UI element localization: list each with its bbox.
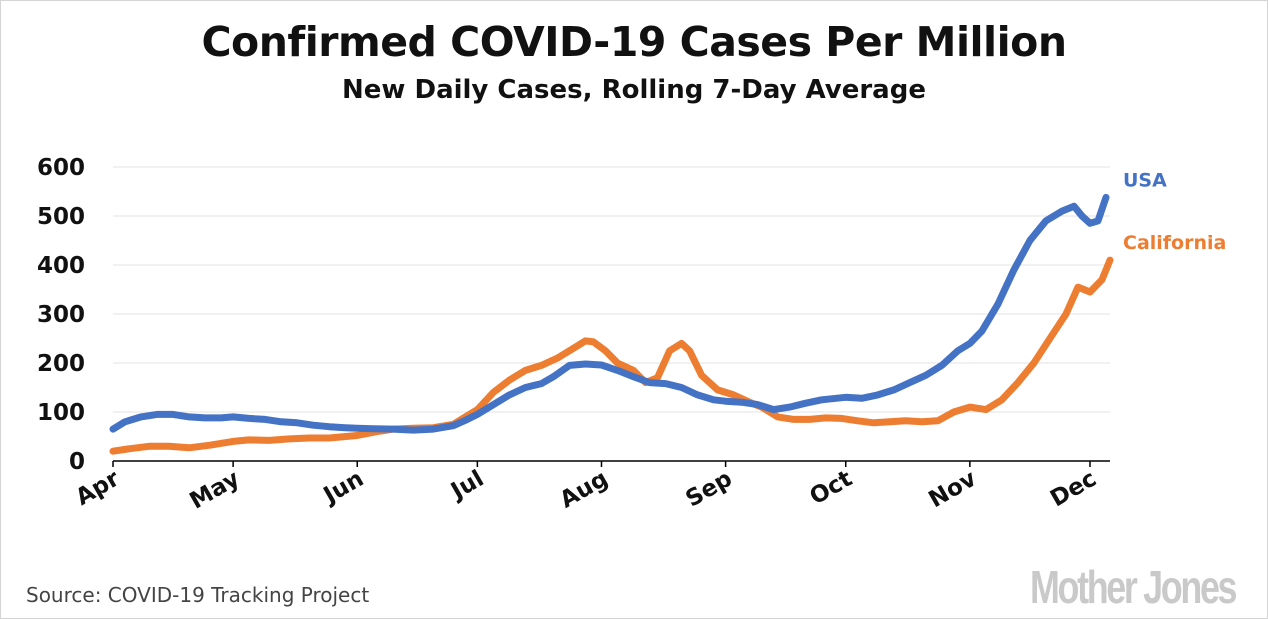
y-axis-ticks: 0 100 200 300 400 500 600	[37, 155, 85, 475]
x-tick-label: Jun	[318, 466, 369, 510]
series-label-usa: USA	[1123, 169, 1167, 191]
chart-subtitle: New Daily Cases, Rolling 7-Day Average	[342, 75, 926, 105]
x-tick-label: Aug	[556, 466, 613, 514]
x-tick-label: May	[185, 466, 244, 515]
y-tick-label: 500	[37, 204, 85, 230]
series-line-usa	[109, 193, 1110, 434]
y-tick-label: 600	[37, 155, 85, 181]
x-tick-label: Jul	[445, 466, 488, 506]
source-note: Source: COVID-19 Tracking Project	[26, 583, 370, 607]
x-tick-label: Oct	[805, 466, 856, 511]
gridlines	[113, 166, 1110, 413]
x-axis: Apr May Jun Jul Aug Sep Oct Nov Dec	[72, 460, 1110, 515]
chart-title: Confirmed COVID-19 Cases Per Million	[201, 18, 1067, 66]
x-tick-label: Dec	[1046, 466, 1101, 513]
y-tick-label: 0	[69, 449, 85, 475]
x-tick-label: Nov	[925, 466, 981, 514]
x-tick-label: Sep	[681, 466, 736, 513]
y-tick-label: 400	[37, 253, 85, 279]
series-label-california: California	[1123, 232, 1226, 254]
y-tick-label: 100	[37, 400, 85, 426]
series-lines	[109, 193, 1114, 455]
mother-jones-logo: Mother Jones	[1030, 561, 1238, 613]
y-tick-label: 300	[37, 302, 85, 328]
y-tick-label: 200	[37, 351, 85, 377]
series-labels: USA California	[1123, 169, 1226, 254]
